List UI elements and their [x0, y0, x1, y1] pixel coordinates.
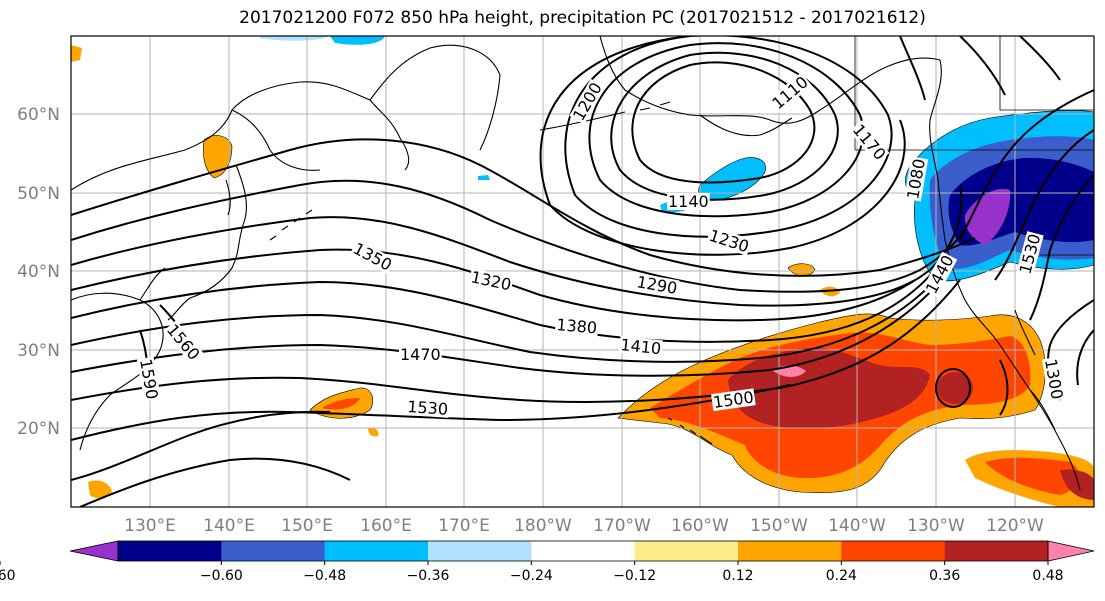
contour-label-halo — [1041, 356, 1067, 402]
colorbar-segment — [634, 541, 739, 561]
contour-label-halo — [768, 72, 812, 113]
colorbar-extend-min — [69, 540, 119, 562]
lon-tick-label: 130°W — [907, 516, 965, 536]
contour-label-halo — [163, 320, 204, 364]
colorbar-tick-label: 0.12 — [722, 568, 753, 584]
colorbar-tick-label: −0.48 — [303, 568, 346, 584]
colorbar-extend-max — [1047, 540, 1095, 562]
lat-tick-label: 20°N — [17, 419, 60, 439]
colorbar-segment — [118, 541, 222, 561]
lon-tick-label: 180°W — [514, 516, 572, 536]
map-title: 2017021200 F072 850 hPa height, precipit… — [239, 8, 926, 28]
contour-label-halo — [706, 226, 753, 256]
map-frame — [70, 35, 1095, 508]
colorbar-tick-label: 0.36 — [929, 568, 960, 584]
lon-tick-label: 150°W — [750, 516, 808, 536]
lon-tick-label: 170°E — [438, 516, 490, 536]
colorbar-segment — [531, 541, 636, 561]
contour-label: 1410 — [620, 335, 662, 358]
contour-label: 1530 — [407, 397, 449, 419]
contour-label: 1140 — [668, 192, 709, 211]
contour-label-halo — [904, 156, 929, 202]
contour-label-halo — [468, 268, 514, 294]
colorbar-tick-label: 0.48 — [1032, 568, 1063, 584]
contour-label: 1470 — [400, 345, 441, 364]
colorbar-tick-label: −0.12 — [613, 568, 656, 584]
contour-label-halo — [711, 388, 756, 412]
lat-tick-label: 30°N — [17, 341, 60, 361]
lon-tick-label: 170°W — [593, 516, 651, 536]
colorbar-tick-label: −0.36 — [407, 568, 450, 584]
lon-tick-label: 140°W — [828, 516, 886, 536]
lon-tick-label: 160°E — [360, 516, 412, 536]
contour-label-halo — [399, 346, 442, 363]
contour-label-halo — [922, 251, 958, 298]
contour-label-halo — [667, 193, 710, 210]
colorbar-segment — [324, 541, 429, 561]
contour-label-halo — [634, 273, 680, 298]
colorbar-segment — [841, 541, 946, 561]
lon-tick-label: 120°W — [986, 516, 1044, 536]
contour-label-halo — [554, 315, 599, 337]
height-contours — [71, 36, 1094, 507]
contour-label: 1380 — [556, 315, 598, 337]
lon-tick-label: 160°W — [671, 516, 729, 536]
lon-tick-label: 140°E — [203, 516, 255, 536]
colorbar-outline — [117, 540, 1049, 562]
contour-label-halo — [1016, 231, 1044, 277]
lat-tick-label: 50°N — [17, 184, 60, 204]
contour-label-halo — [349, 239, 396, 275]
colorbar: −0.60 −0.48 −0.36 −0.24 −0.12 0.12 0.24 0.36 0.4… — [0, 540, 1095, 584]
graticule — [71, 36, 1094, 507]
lon-tick-label: 130°E — [124, 516, 176, 536]
precip-positive-anomaly — [71, 45, 1094, 507]
colorbar-tick-label: 0.24 — [826, 568, 857, 584]
contour-label-halo — [405, 397, 450, 418]
contour-label-halo — [136, 356, 162, 402]
colorbar-segment — [944, 541, 1049, 561]
colorbar-segment — [221, 541, 326, 561]
lon-tick-label: 150°E — [281, 516, 333, 536]
colorbar-tick-label: −0.24 — [510, 568, 553, 584]
lat-tick-label: 40°N — [17, 262, 60, 282]
colorbar-tick-label: −0.60 — [200, 568, 243, 584]
precip-negative-anomaly — [260, 36, 1094, 282]
longitude-axis: 130°E 140°E 150°E 160°E 170°E 180°W 170°… — [124, 516, 1044, 536]
contour-label-halo — [618, 335, 663, 358]
colorbar-segment — [428, 541, 532, 561]
contour-label-halo — [849, 120, 890, 164]
lat-tick-label: 60°N — [17, 105, 60, 125]
contour-label-halo — [569, 78, 606, 125]
latitude-axis: 20°N 30°N 40°N 50°N 60°N — [17, 105, 60, 439]
colorbar-segment — [738, 541, 842, 561]
colorbar-tick-label: 0.60 — [0, 568, 16, 584]
